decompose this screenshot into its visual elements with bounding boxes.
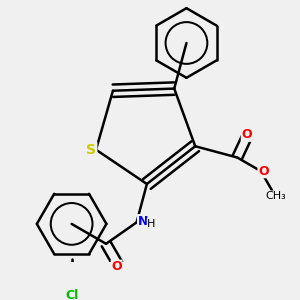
Text: O: O: [111, 260, 122, 273]
Text: S: S: [86, 143, 96, 157]
Text: Cl: Cl: [65, 290, 78, 300]
Text: H: H: [147, 219, 156, 229]
Text: O: O: [258, 165, 269, 178]
Text: N: N: [138, 215, 148, 228]
Text: O: O: [242, 128, 252, 141]
Text: CH₃: CH₃: [266, 191, 286, 201]
